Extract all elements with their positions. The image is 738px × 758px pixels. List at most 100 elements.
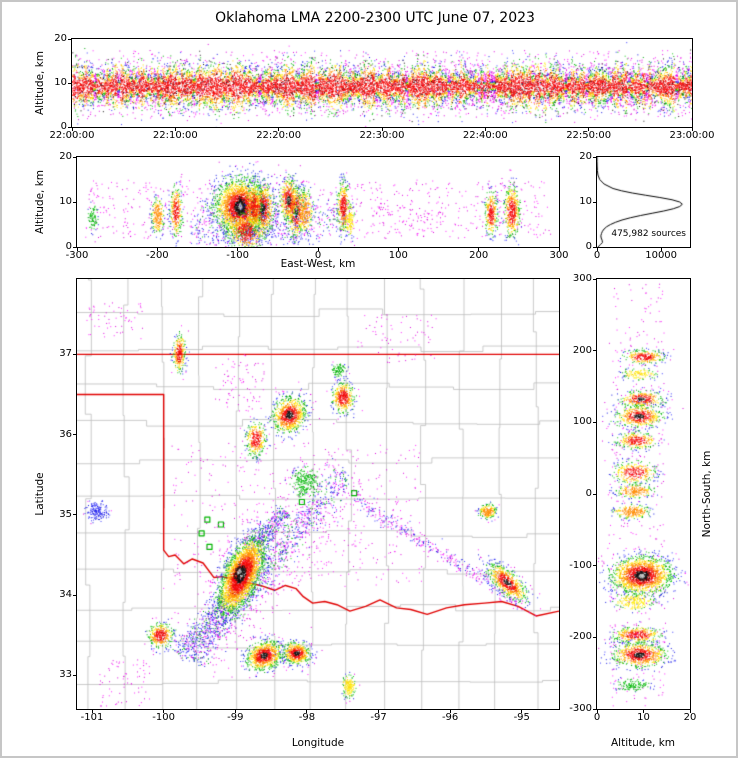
time-height-canvas xyxy=(72,39,692,127)
x-tick-mark xyxy=(484,127,486,131)
y-tick-label: 10 xyxy=(59,196,72,207)
y-tick-label: 34 xyxy=(59,589,72,601)
x-tick-mark xyxy=(478,247,480,251)
x-tick-mark xyxy=(596,247,598,251)
x-tick-mark xyxy=(76,247,78,251)
y-tick-mark xyxy=(73,514,77,516)
x-tick-label: 0 xyxy=(314,250,322,261)
x-tick-label: 23:00:00 xyxy=(669,130,715,141)
x-tick-mark xyxy=(521,709,523,713)
y-tick-label: 37 xyxy=(59,348,72,360)
plan-view-map-panel: -101 -100 -99 -98 -97 -96 -95 33 34 35 36 37 xyxy=(59,278,560,723)
y-tick-label: 300 xyxy=(572,273,592,284)
x-tick-label: 100 xyxy=(388,250,408,261)
y-tick-label: 0 xyxy=(60,121,67,132)
x-tick-label: 200 xyxy=(469,250,489,261)
x-tick-label: -300 xyxy=(65,250,89,261)
y-tick-mark xyxy=(68,38,72,40)
y-tick-mark xyxy=(68,82,72,84)
ew-height-canvas xyxy=(77,157,559,247)
y-tick-label: -100 xyxy=(569,559,592,571)
map-ylabel: Latitude xyxy=(34,472,46,516)
ns-height-ylabel: North-South, km xyxy=(701,450,713,538)
x-tick-mark xyxy=(163,709,165,713)
x-tick-label: 22:30:00 xyxy=(359,130,405,141)
ew-height-ylabel: Altitude, km xyxy=(34,169,46,235)
x-tick-mark xyxy=(174,127,176,131)
y-tick-mark xyxy=(593,565,597,567)
x-tick-label: -96 xyxy=(441,712,459,723)
x-tick-label: -97 xyxy=(370,712,387,723)
x-tick-label: 10000 xyxy=(645,250,678,261)
y-tick-mark xyxy=(73,434,77,436)
x-tick-mark xyxy=(278,127,280,131)
x-tick-mark xyxy=(91,709,93,713)
y-tick-label: 20 xyxy=(579,151,592,162)
y-tick-label: 10 xyxy=(54,77,67,88)
y-tick-mark xyxy=(593,350,597,352)
map-xlabel: Longitude xyxy=(291,737,345,749)
x-tick-label: 20 xyxy=(683,712,697,723)
x-tick-label: 22:10:00 xyxy=(152,130,198,141)
ns-height-panel: 0 10 20 300 200 100 0 -100 -200 -300 xyxy=(569,274,696,723)
y-tick-mark xyxy=(73,353,77,355)
x-tick-label: 10 xyxy=(637,712,650,723)
y-tick-label: -300 xyxy=(569,703,592,714)
y-tick-label: 0 xyxy=(65,241,72,252)
x-tick-label: 22:00:00 xyxy=(49,130,95,141)
source-count-annotation: 475,982 sources xyxy=(611,229,686,239)
y-tick-mark xyxy=(593,636,597,638)
ns-height-xlabel: Altitude, km xyxy=(610,737,676,749)
source-histogram-panel: 475,982 sources 0 10000 0 10 20 xyxy=(579,152,691,261)
y-tick-mark xyxy=(593,156,597,158)
y-tick-label: 20 xyxy=(54,33,67,44)
y-tick-label: 0 xyxy=(585,488,592,499)
ew-height-panel: -300 -200 -100 0 100 200 300 0 10 20 xyxy=(59,152,568,261)
x-tick-label: -200 xyxy=(145,250,169,261)
y-tick-mark xyxy=(68,126,72,128)
y-tick-label: 33 xyxy=(59,669,72,681)
y-tick-mark xyxy=(593,493,597,495)
x-tick-label: -99 xyxy=(227,712,244,723)
x-tick-mark xyxy=(381,127,383,131)
y-tick-mark xyxy=(73,201,77,203)
x-tick-label: 0 xyxy=(593,712,601,723)
x-tick-mark xyxy=(71,127,73,131)
x-tick-mark xyxy=(596,709,598,713)
x-tick-label: -95 xyxy=(513,712,530,723)
x-tick-mark xyxy=(397,247,399,251)
x-tick-label: -98 xyxy=(298,712,316,723)
x-tick-label: 22:40:00 xyxy=(462,130,508,141)
ns-height-canvas xyxy=(597,279,690,709)
x-tick-mark xyxy=(234,709,236,713)
y-tick-mark xyxy=(593,201,597,203)
x-tick-mark xyxy=(643,709,644,713)
y-tick-mark xyxy=(593,708,597,710)
x-tick-mark xyxy=(660,247,662,251)
y-tick-mark xyxy=(73,156,77,158)
x-tick-mark xyxy=(378,709,380,713)
y-tick-mark xyxy=(73,246,77,248)
x-tick-mark xyxy=(156,247,158,251)
x-tick-mark xyxy=(449,709,451,713)
y-tick-label: -200 xyxy=(569,631,592,643)
x-tick-mark xyxy=(558,247,560,251)
x-tick-label: -100 xyxy=(226,250,250,261)
x-tick-label: -101 xyxy=(80,712,104,723)
figure-title: Oklahoma LMA 2200-2300 UTC June 07, 2023 xyxy=(215,10,535,26)
x-tick-mark xyxy=(317,247,319,251)
x-tick-mark xyxy=(689,709,691,713)
ew-height-xlabel: East-West, km xyxy=(280,258,356,270)
x-tick-label: 22:20:00 xyxy=(256,130,302,141)
x-tick-mark xyxy=(588,127,590,131)
x-tick-label: -100 xyxy=(152,712,176,723)
time-height-ylabel: Altitude, km xyxy=(34,50,46,116)
y-tick-label: 35 xyxy=(59,508,72,520)
y-tick-label: 36 xyxy=(59,428,72,440)
y-tick-label: 0 xyxy=(585,241,592,252)
y-tick-mark xyxy=(593,278,597,280)
x-tick-mark xyxy=(691,127,693,131)
y-tick-label: 200 xyxy=(572,344,592,356)
y-tick-mark xyxy=(593,421,597,423)
